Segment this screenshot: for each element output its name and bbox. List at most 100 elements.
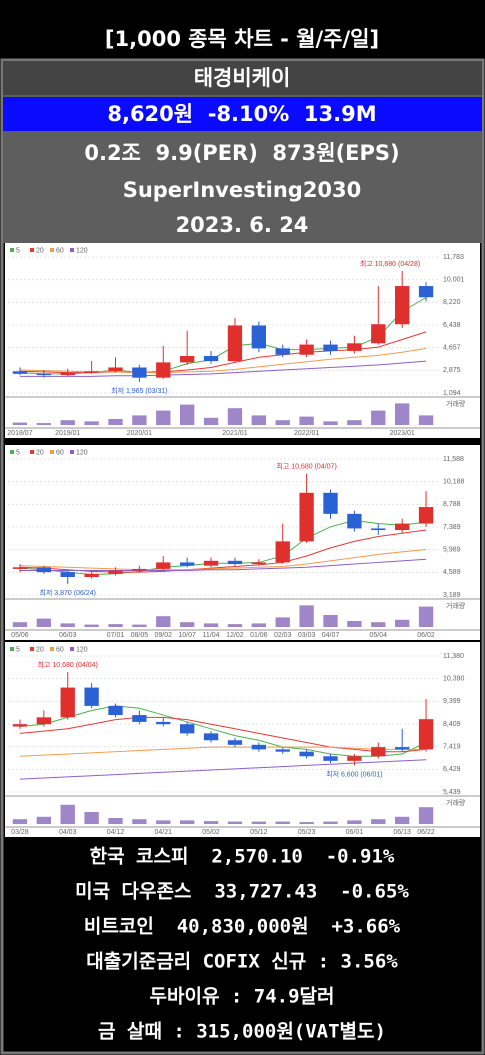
volume-bar — [418, 807, 434, 824]
x-tick-label: 04/12 — [107, 829, 125, 836]
y-tick-label: 11,588 — [443, 456, 464, 463]
candle-body — [418, 719, 434, 750]
volume-bar — [299, 605, 314, 627]
legend-swatch — [10, 647, 14, 651]
candle-body — [203, 356, 219, 362]
volume-label: 거래량 — [446, 601, 466, 610]
candle-body — [60, 572, 75, 578]
x-tick-label: 04/21 — [155, 829, 173, 836]
high-annotation: 최고 10,680 (04/28) — [360, 259, 420, 268]
volume-label: 거래량 — [446, 798, 466, 807]
candle-body — [347, 756, 362, 761]
volume-bar — [347, 621, 362, 627]
volume-bar — [84, 812, 99, 824]
volume-bar — [12, 422, 28, 425]
legend-swatch — [70, 248, 74, 252]
candle-body — [395, 747, 410, 750]
volume-bar — [60, 420, 75, 425]
candle-body — [323, 756, 338, 761]
legend-swatch — [70, 647, 74, 651]
volume-bar — [395, 816, 410, 824]
frame — [0, 58, 485, 1055]
legend-swatch — [30, 647, 34, 651]
candle-body — [371, 747, 386, 757]
candle-body — [12, 724, 28, 727]
legend-swatch — [10, 248, 14, 252]
y-tick-label: 11,380 — [443, 653, 464, 660]
candle-body — [395, 286, 410, 325]
candle-body — [275, 541, 290, 563]
legend-label: 120 — [76, 646, 88, 653]
volume-bar — [132, 624, 147, 627]
legend-swatch — [50, 248, 54, 252]
volume-bar — [227, 408, 243, 425]
x-tick-label: 05/06 — [11, 632, 29, 639]
x-tick-label: 03/03 — [298, 632, 316, 639]
candle-body — [323, 344, 338, 351]
volume-bar — [251, 821, 266, 824]
ma-line — [19, 548, 427, 571]
volume-bar — [203, 417, 219, 425]
y-tick-label: 11,783 — [443, 254, 464, 261]
candle-body — [108, 367, 123, 372]
candle-body — [84, 687, 99, 706]
volume-bar — [371, 622, 386, 627]
x-tick-label: 06/13 — [393, 829, 411, 836]
candle-body — [299, 492, 314, 542]
volume-bar — [418, 606, 434, 627]
volume-bar — [180, 820, 195, 824]
candle-body — [108, 570, 123, 574]
candle-body — [347, 343, 362, 351]
volume-bar — [275, 821, 290, 824]
volume-bar — [180, 404, 195, 425]
volume-bar — [36, 423, 51, 425]
y-tick-label: 7,419 — [443, 744, 461, 751]
legend-label: 120 — [76, 449, 88, 456]
candle-body — [132, 715, 147, 722]
y-tick-label: 8,788 — [443, 501, 461, 508]
candle-body — [12, 567, 28, 569]
volume-bar — [347, 420, 362, 425]
legend-label: 20 — [36, 247, 44, 254]
candle-body — [299, 344, 314, 355]
candle-body — [84, 371, 99, 373]
low-annotation: 최저 6,600 (06/01) — [326, 769, 382, 778]
y-tick-label: 6,438 — [443, 322, 461, 329]
volume-bar — [108, 419, 123, 425]
candle-body — [395, 523, 410, 531]
header-title: [1,000 종목 차트 - 월/주/일] — [105, 27, 379, 51]
candle-body — [132, 568, 147, 571]
volume-bar — [12, 819, 28, 824]
candle-body — [12, 371, 28, 374]
candle-body — [156, 562, 171, 569]
candle-body — [371, 324, 386, 344]
price-line: 8,620원 -8.10% 13.9M — [107, 102, 376, 126]
chart-panel — [5, 445, 480, 640]
x-tick-label: 2020/01 — [127, 430, 152, 437]
candle-body — [371, 528, 386, 531]
x-tick-label: 05/23 — [298, 829, 316, 836]
x-tick-label: 01/06 — [250, 632, 268, 639]
price-row — [3, 97, 482, 131]
market-row: 한국 코스피 2,570.10 -0.91% — [90, 846, 395, 868]
candle-body — [180, 562, 195, 566]
market-row: 대출기준금리 COFIX 신규 : 3.56% — [86, 951, 398, 973]
ma-line — [19, 529, 427, 573]
volume-bar — [203, 821, 219, 824]
volume-bar — [299, 822, 314, 824]
legend-label: 5 — [16, 646, 20, 653]
y-tick-label: 9,399 — [443, 698, 461, 705]
x-tick-label: 2018/07 — [7, 430, 32, 437]
y-tick-label: 6,429 — [443, 766, 461, 773]
legend-swatch — [70, 450, 74, 454]
y-tick-label: 10,390 — [443, 676, 465, 683]
legend-swatch — [50, 647, 54, 651]
metrics: 0.2조 9.9(PER) 873원(EPS) — [84, 141, 399, 165]
x-tick-label: 09/02 — [155, 632, 173, 639]
x-tick-label: 05/02 — [202, 829, 220, 836]
volume-bar — [156, 616, 171, 627]
candle-body — [418, 286, 434, 298]
candle-body — [275, 348, 290, 355]
volume-bar — [371, 410, 386, 425]
volume-bar — [12, 622, 28, 627]
